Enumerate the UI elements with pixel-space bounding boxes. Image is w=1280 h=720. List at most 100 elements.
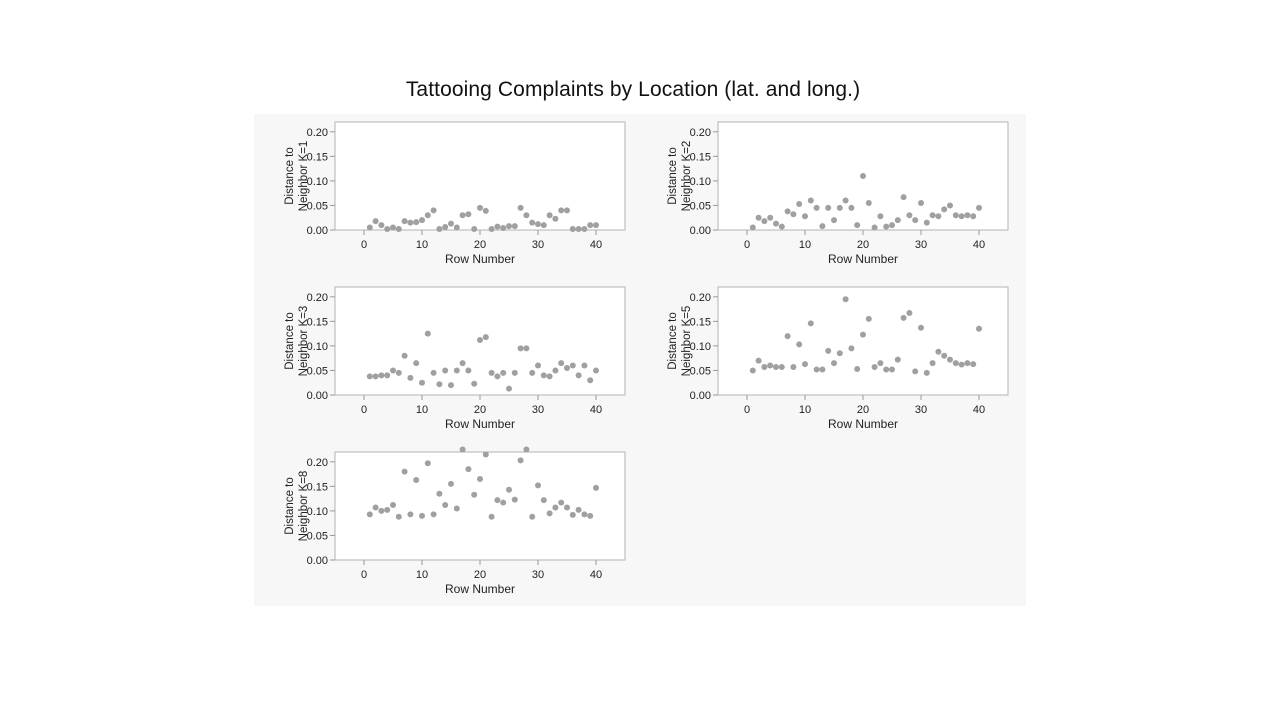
data-point (436, 381, 443, 388)
data-point (860, 173, 866, 179)
scatter-chart-k5: 0.00 0.05 0.10 0.15 0.20 0 10 20 30 40 Row Number D… (667, 286, 1009, 431)
data-point (366, 511, 373, 518)
x-tick-label: 40 (973, 404, 985, 416)
x-tick-label: 40 (590, 239, 602, 251)
data-point (593, 484, 599, 491)
data-point (947, 356, 953, 363)
data-point (540, 497, 547, 504)
data-point (564, 365, 570, 371)
data-point (929, 360, 936, 367)
data-point (384, 506, 391, 513)
y-axis-label: Distance to Neighbor K=3 (284, 306, 310, 377)
data-point (883, 366, 890, 373)
data-point (923, 219, 930, 226)
x-tick-label: 10 (799, 239, 811, 251)
x-tick-label: 20 (857, 239, 869, 251)
data-point (952, 212, 959, 219)
x-tick-label: 20 (474, 239, 486, 251)
data-point (442, 224, 449, 231)
data-point (575, 506, 582, 513)
data-point (558, 207, 565, 214)
data-point (366, 373, 373, 380)
y-tick-label: 0.10 (307, 341, 328, 353)
x-axis-label: Row Number (445, 252, 515, 266)
y-axis-label-line: Distance to (667, 147, 679, 205)
x-tick-label: 10 (799, 404, 811, 416)
data-point (384, 372, 391, 379)
data-point (430, 207, 437, 214)
y-tick-label: 0.05 (307, 530, 328, 542)
data-point (802, 213, 808, 220)
data-point (836, 350, 843, 357)
data-point (453, 224, 460, 231)
data-point (976, 204, 982, 211)
data-point (442, 502, 449, 509)
data-point (395, 226, 402, 233)
scatter-chart-k8: 0.00 0.05 0.10 0.15 0.20 0 10 20 30 40 Row Number D… (284, 446, 626, 596)
data-point (482, 451, 489, 458)
data-point (535, 362, 541, 369)
data-point (424, 460, 431, 467)
data-point (871, 364, 878, 371)
data-point (958, 213, 965, 220)
data-point (935, 348, 942, 355)
data-point (813, 204, 820, 211)
y-tick-label: 0.10 (307, 176, 328, 188)
data-point (958, 361, 965, 368)
data-point (378, 222, 385, 229)
data-point (395, 369, 402, 376)
data-point (407, 374, 414, 381)
data-point (970, 213, 977, 220)
data-point (506, 223, 512, 230)
data-point (540, 222, 547, 229)
data-point (401, 218, 408, 225)
y-axis-label-line: Neighbor K=5 (681, 306, 693, 377)
data-point (871, 224, 878, 231)
data-point (778, 223, 785, 230)
data-point (564, 504, 570, 511)
data-point (877, 360, 884, 367)
data-point (465, 367, 472, 374)
data-point (923, 369, 930, 376)
data-point (935, 213, 942, 220)
data-point (802, 361, 808, 368)
data-point (448, 382, 454, 389)
data-point (471, 491, 478, 498)
data-point (842, 296, 849, 303)
data-point (790, 364, 797, 371)
y-tick-label: 0.10 (690, 176, 711, 188)
y-tick-label: 0.00 (690, 225, 711, 237)
data-point (413, 476, 420, 483)
data-point (488, 513, 495, 520)
y-tick-label: 0.15 (307, 316, 328, 328)
data-point (587, 377, 594, 384)
x-tick-label: 30 (532, 239, 544, 251)
data-point (575, 372, 582, 379)
data-point (407, 219, 414, 226)
data-point (970, 361, 977, 368)
x-tick-label: 30 (915, 404, 927, 416)
data-point (581, 362, 588, 369)
data-point (558, 499, 565, 506)
data-point (517, 457, 524, 464)
data-point (407, 511, 414, 518)
data-point (848, 345, 855, 352)
data-point (581, 226, 588, 233)
data-point (401, 468, 408, 475)
data-point (465, 466, 472, 473)
y-tick-label: 0.20 (307, 292, 328, 304)
data-point (459, 212, 466, 219)
data-point (947, 202, 953, 209)
y-axis-label: Distance to Neighbor K=2 (667, 141, 693, 212)
data-point (860, 331, 866, 338)
data-point (471, 226, 478, 233)
y-axis-label: Distance to Neighbor K=8 (284, 471, 310, 542)
data-point (865, 315, 872, 322)
data-point (500, 225, 507, 232)
data-point (569, 362, 576, 369)
data-point (784, 333, 791, 340)
data-point (378, 372, 385, 379)
data-point (384, 226, 391, 233)
y-tick-label: 0.00 (690, 390, 711, 402)
data-point (854, 365, 861, 372)
